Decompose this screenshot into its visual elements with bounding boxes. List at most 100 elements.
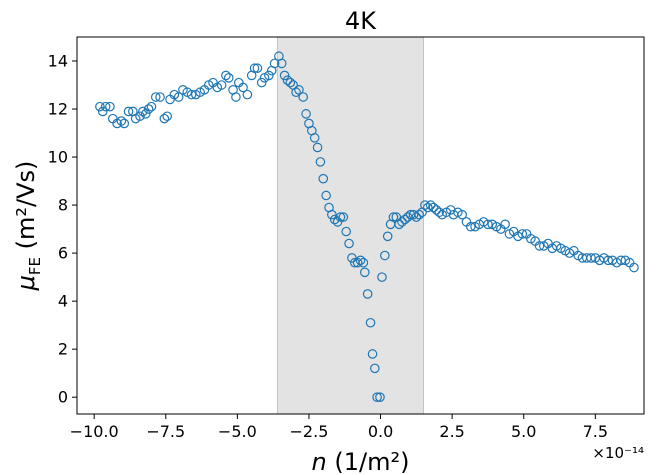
plot-frame: [76, 36, 645, 415]
chart-title: 4K: [345, 7, 377, 35]
x-tick-label: −7.5: [146, 422, 185, 441]
data-point: [408, 209, 419, 220]
data-point: [500, 219, 510, 230]
data-point: [95, 101, 105, 112]
data-point: [321, 190, 331, 201]
data-point: [335, 212, 346, 222]
data-point: [414, 209, 424, 220]
data-point: [264, 70, 274, 81]
data-point: [105, 101, 115, 112]
data-point: [276, 58, 287, 69]
data-point: [355, 255, 366, 266]
x-tick-label: −5.0: [218, 422, 257, 441]
data-point: [534, 241, 545, 251]
data-point: [138, 106, 148, 117]
data-point: [162, 111, 172, 122]
data-point: [394, 219, 404, 230]
data-point: [173, 92, 184, 102]
data-point: [329, 214, 340, 225]
data-point: [143, 104, 154, 114]
data-point: [434, 207, 445, 218]
x-tick-label: 7.5: [583, 422, 608, 441]
data-point: [431, 205, 442, 215]
y-tick-label: 14: [48, 52, 68, 71]
data-point: [242, 89, 253, 100]
data-point: [344, 238, 354, 249]
data-point: [327, 209, 337, 220]
y-axis-ticks: 0 2 4 6 8 10 12 14: [48, 52, 77, 407]
data-point: [301, 109, 311, 119]
data-point: [365, 317, 376, 328]
data-point: [159, 113, 170, 124]
data-point: [388, 212, 399, 222]
data-point: [123, 106, 134, 117]
data-point: [269, 58, 280, 69]
data-point: [249, 63, 260, 74]
data-point: [116, 116, 127, 126]
data-point: [332, 217, 343, 227]
data-point: [483, 219, 493, 230]
y-tick-label: 12: [48, 100, 68, 119]
data-point: [291, 87, 301, 98]
y-tick-label: 2: [58, 340, 68, 359]
data-point: [146, 101, 157, 112]
data-point: [282, 75, 293, 86]
x-axis-ticks: −10.0 −7.5 −5.0 −2.5 0.0 2.5 5.0 7.5: [70, 414, 608, 441]
data-point: [603, 255, 613, 266]
data-point: [352, 257, 363, 268]
x-tick-label: −2.5: [290, 422, 329, 441]
x-tick-label: 5.0: [511, 422, 536, 441]
data-point: [309, 133, 320, 143]
data-point: [420, 200, 430, 210]
data-point: [370, 363, 380, 374]
data-point: [256, 77, 267, 88]
data-point: [216, 80, 227, 90]
data-point: [359, 267, 370, 278]
data-point: [465, 221, 476, 232]
data-point: [298, 92, 309, 102]
data-point: [411, 212, 422, 222]
data-point: [155, 92, 165, 102]
x-tick-label: 0.0: [368, 422, 393, 441]
data-point: [616, 255, 626, 266]
data-point: [338, 212, 349, 222]
data-point: [347, 253, 357, 263]
data-point: [341, 226, 351, 237]
data-point: [377, 272, 387, 282]
data-point: [285, 77, 296, 88]
data-point: [150, 92, 161, 102]
data-point: [586, 253, 596, 263]
data-point: [252, 63, 263, 74]
x-axis-label: n (1/m²): [312, 448, 410, 475]
data-point: [382, 231, 393, 242]
x-axis-offset-label: ×10⁻¹⁴: [592, 444, 644, 462]
data-point: [428, 202, 439, 213]
data-point: [375, 392, 385, 402]
data-point: [279, 70, 290, 81]
y-tick-label: 6: [58, 244, 68, 263]
data-points: [95, 51, 639, 402]
data-point: [221, 70, 231, 81]
y-axis-label: μFE (m²/Vs): [12, 161, 44, 292]
data-point: [119, 118, 130, 129]
data-point: [400, 214, 410, 225]
y-tick-label: 0: [58, 388, 68, 407]
data-point: [629, 262, 639, 273]
data-point: [362, 289, 373, 299]
data-point: [517, 229, 528, 239]
data-point: [294, 85, 304, 95]
data-point: [100, 101, 111, 112]
y-tick-label: 4: [58, 292, 68, 311]
data-point: [358, 257, 369, 268]
data-point: [140, 109, 151, 119]
data-point: [312, 142, 323, 153]
data-point: [397, 217, 407, 227]
data-point: [135, 111, 145, 122]
data-point: [380, 250, 390, 261]
data-point: [186, 89, 197, 100]
data-point: [425, 200, 436, 210]
x-tick-label: 2.5: [439, 422, 464, 441]
y-tick-label: 8: [58, 196, 68, 215]
data-point: [231, 92, 241, 102]
